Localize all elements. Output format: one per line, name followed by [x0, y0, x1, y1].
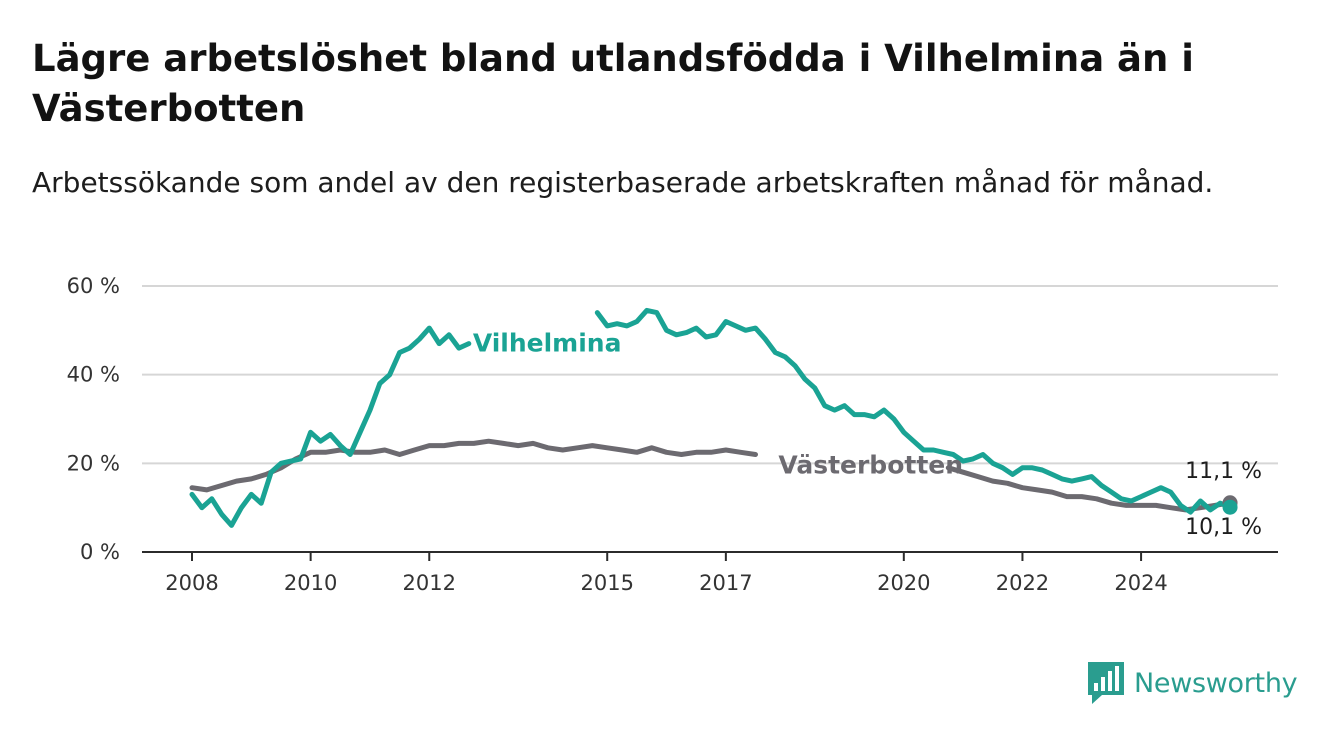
axes: 0 % 20 % 40 % 60 % 2008 2010 2012 2015 2017 2020 2…: [67, 274, 1278, 595]
x-tick-label: 2020: [877, 571, 930, 595]
chart-labels: Vilhelmina Västerbotten 11,1 % 10,1 %: [473, 329, 1262, 541]
x-tick-label: 2010: [284, 571, 337, 595]
y-tick-label: 60 %: [67, 274, 120, 298]
series-line-vilhelmina: [189, 325, 472, 528]
brand-name: Newsworthy: [1134, 667, 1298, 699]
newsworthy-logo: Newsworthy: [1088, 662, 1298, 704]
x-tick-label: 2008: [165, 571, 218, 595]
gridlines: [142, 285, 1278, 465]
series-line-vasterbotten: [189, 438, 758, 493]
series-label-vasterbotten: Västerbotten: [778, 451, 963, 480]
x-tick-label: 2024: [1114, 571, 1167, 595]
bar-chart-logo-icon: [1088, 662, 1124, 704]
end-dot-vilhelmina: [1222, 499, 1238, 515]
series-line-vilhelmina: [594, 307, 1233, 515]
series-label-vilhelmina: Vilhelmina: [473, 329, 622, 358]
x-tick-label: 2022: [996, 571, 1049, 595]
x-tick-label: 2012: [403, 571, 456, 595]
x-tick-label: 2015: [580, 571, 633, 595]
x-tick-label: 2017: [699, 571, 752, 595]
y-tick-label: 0 %: [80, 540, 120, 564]
chart-title: Lägre arbetslöshet bland utlandsfödda i …: [32, 37, 1194, 130]
end-value-label-vilhelmina: 10,1 %: [1185, 515, 1262, 540]
y-tick-label: 40 %: [67, 363, 120, 387]
end-value-label-vasterbotten: 11,1 %: [1185, 459, 1262, 484]
y-tick-label: 20 %: [67, 451, 120, 475]
series-lines: [189, 307, 1238, 528]
chart-subtitle: Arbetssökande som andel av den registerb…: [32, 166, 1214, 199]
